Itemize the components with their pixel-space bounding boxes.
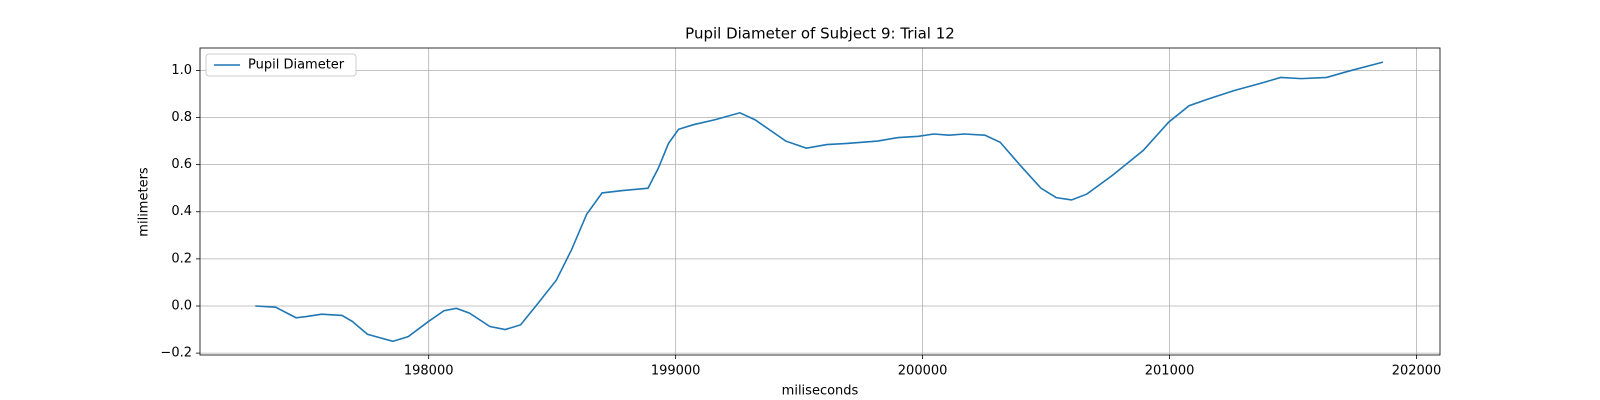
x-axis-label: miliseconds [782, 384, 859, 399]
x-tick-label: 202000 [1392, 364, 1442, 379]
x-tick-label: 198000 [404, 364, 454, 379]
y-tick-label: 0.2 [171, 251, 192, 266]
y-tick-label: 0.4 [171, 204, 192, 219]
y-tick-label: −0.2 [160, 346, 192, 361]
y-tick-label: 0.6 [171, 157, 192, 172]
x-tick-label: 199000 [651, 364, 701, 379]
y-axis-label: milimeters [137, 167, 152, 237]
data-line [255, 61, 1384, 343]
plot-frame [199, 47, 1441, 356]
legend-label: Pupil Diameter [248, 58, 345, 73]
x-tick-label: 200000 [898, 364, 948, 379]
x-tick-label: 201000 [1145, 364, 1195, 379]
legend-box [205, 53, 357, 77]
y-tick-label: 1.0 [171, 63, 192, 78]
y-tick-label: 0.8 [171, 110, 192, 125]
chart-title: Pupil Diameter of Subject 9: Trial 12 [685, 25, 955, 43]
y-tick-label: 0.0 [171, 298, 192, 313]
